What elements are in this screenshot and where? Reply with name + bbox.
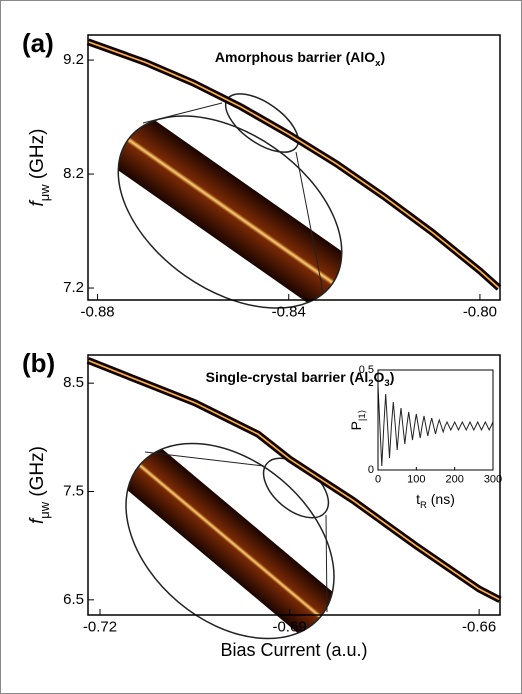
panel-label: (a) [22, 28, 54, 58]
curve [87, 41, 500, 289]
y-axis-label-part: (GHz) [27, 129, 48, 185]
plot-frame [87, 354, 501, 616]
y-axis-label: fμw (GHz) [27, 129, 52, 207]
x-axis-label-part: (ns) [427, 491, 455, 507]
chart-title: Single-crystal barrier (Al2O3) [206, 369, 395, 389]
plot-frame [87, 34, 501, 301]
chart-title-part: 3 [384, 378, 389, 389]
chart-title-part: ) [390, 369, 395, 385]
y-tick-label: 0 [368, 464, 374, 476]
chart-title-part: Single-crystal barrier (Al [206, 369, 369, 385]
x-tick-label: 100 [407, 473, 425, 485]
y-tick-label: 9.2 [63, 51, 84, 68]
chart-title: Amorphous barrier (AlOx) [215, 49, 385, 69]
zoom-a [98, 93, 372, 323]
x-tick-label: -0.88 [80, 304, 114, 321]
x-tick-label: -0.80 [463, 304, 497, 321]
x-axis-label-part: t [416, 491, 420, 507]
chart-title-part: 2 [368, 378, 373, 389]
curve [87, 359, 501, 601]
y-axis-label: P|1⟩ [348, 409, 368, 430]
plot-frame [377, 369, 494, 471]
curve [377, 385, 494, 467]
x-axis-label: Bias Current (a.u.) [220, 640, 367, 660]
y-tick-label: 8.5 [63, 374, 84, 391]
y-axis-label-part: μw [37, 184, 52, 201]
x-tick-label: -0.69 [272, 619, 306, 636]
y-axis-label-part: f [27, 517, 48, 524]
y-axis-label-part: P [348, 421, 364, 430]
y-tick-label: 7.5 [63, 482, 84, 499]
y-axis-label-part: (GHz) [27, 446, 48, 502]
zoom-b [105, 430, 355, 652]
y-tick-label: 7.2 [63, 279, 84, 296]
x-tick-label: -0.84 [272, 304, 306, 321]
x-tick-label: 300 [484, 473, 502, 485]
x-axis-label: tR (ns) [416, 491, 455, 511]
x-tick-label: -0.72 [83, 619, 117, 636]
x-tick-label: -0.66 [462, 619, 496, 636]
y-tick-label: 6.5 [63, 591, 84, 608]
y-tick-label: 8.2 [63, 165, 84, 182]
y-axis-label-part: f [27, 199, 48, 206]
chart-title-part: O [374, 369, 385, 385]
x-tick-label: 0 [375, 473, 381, 485]
chart-title-part: x [375, 58, 381, 69]
chart-title-part: Amorphous barrier (AlO [215, 49, 375, 65]
y-axis-label-part: |1⟩ [357, 409, 368, 421]
y-tick-label: 0.5 [359, 364, 374, 376]
y-axis-label-part: μw [37, 501, 52, 518]
y-axis-label: fμw (GHz) [27, 446, 52, 524]
chart-title-part: ) [380, 49, 385, 65]
panel-label: (b) [22, 348, 55, 378]
x-axis-label-part: R [420, 500, 427, 511]
x-tick-label: 200 [445, 473, 463, 485]
